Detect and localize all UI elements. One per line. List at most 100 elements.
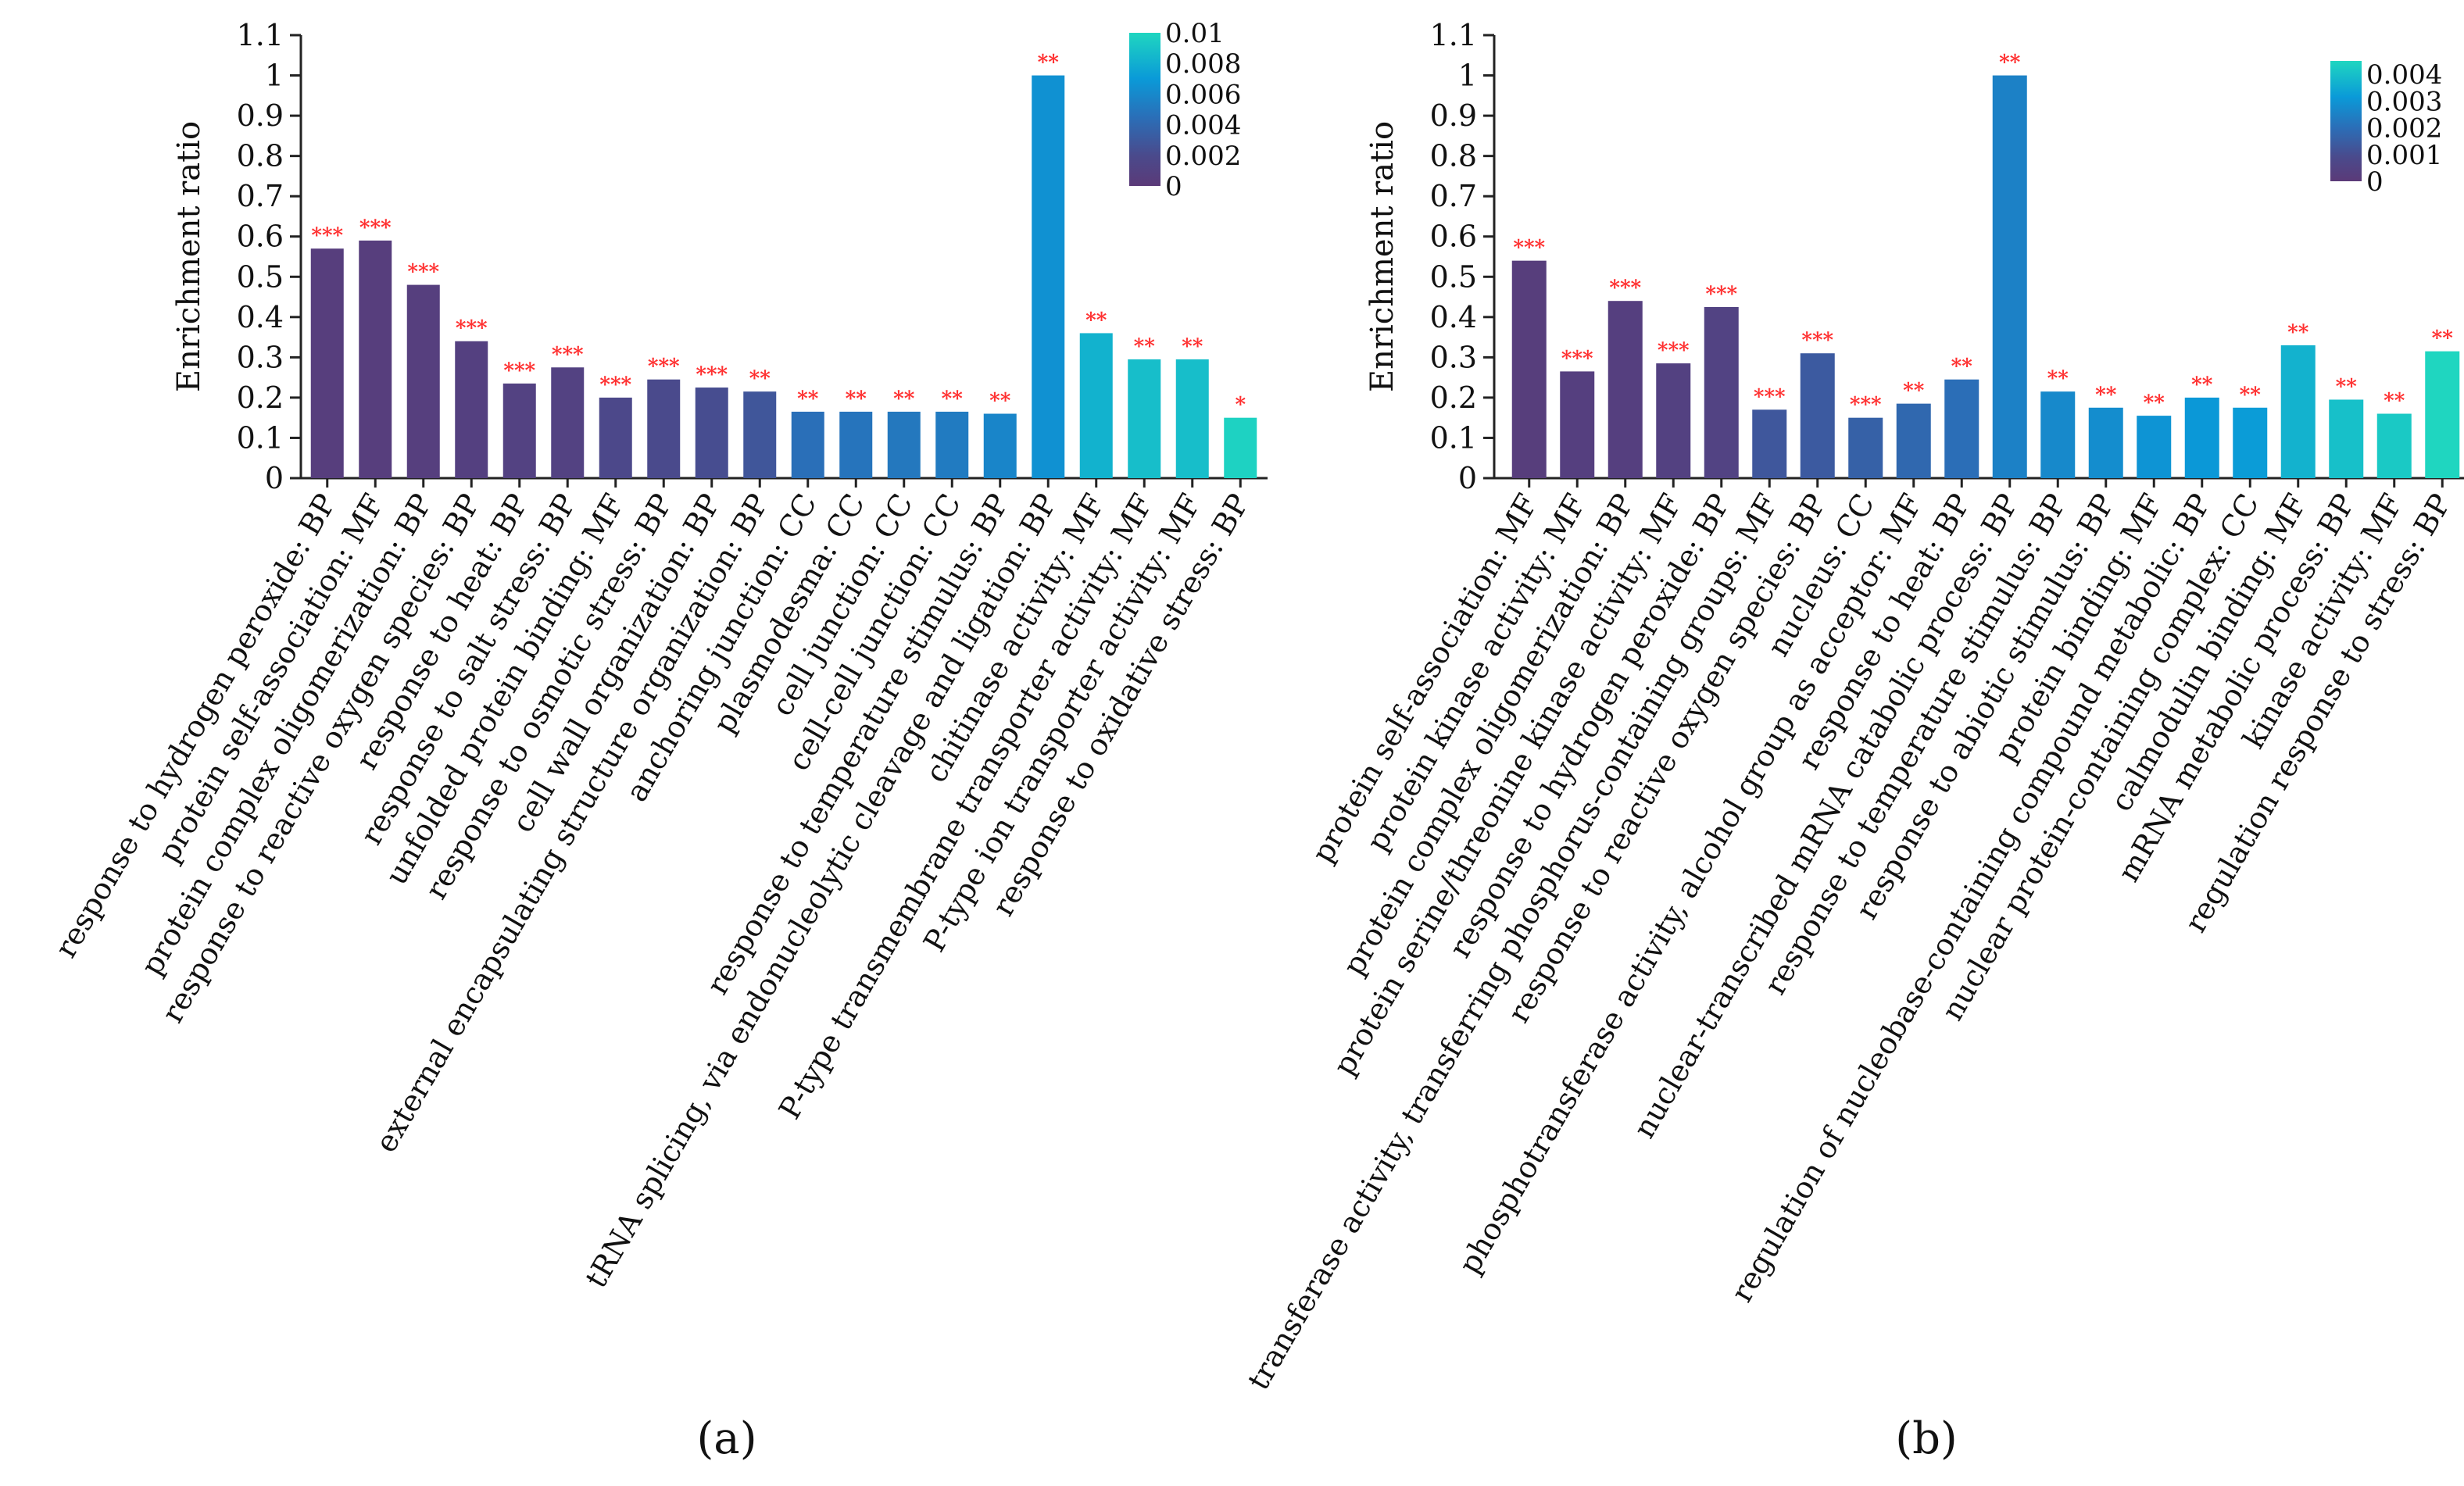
color-scale-label: 0.002 xyxy=(2366,113,2442,145)
color-scale-label: 0.01 xyxy=(1165,18,1225,49)
significance-label: *** xyxy=(503,359,535,383)
significance-label: ** xyxy=(942,388,964,411)
significance-label: *** xyxy=(1705,283,1737,306)
significance-label: ** xyxy=(1951,355,1973,379)
significance-label: ** xyxy=(1038,52,1060,75)
bar xyxy=(1944,379,1979,478)
color-scale-label: 0.004 xyxy=(2366,59,2442,91)
y-tick-label: 0.2 xyxy=(237,380,284,415)
significance-label: ** xyxy=(2191,373,2213,397)
color-scale-label: 0.004 xyxy=(1165,110,1241,141)
color-scale-label: 0.002 xyxy=(1165,141,1241,172)
bar xyxy=(1608,301,1643,478)
y-tick-label: 0.4 xyxy=(1430,300,1477,334)
color-scale-label: 0.006 xyxy=(1165,79,1241,110)
bar xyxy=(2088,407,2123,478)
significance-label: *** xyxy=(1609,277,1641,300)
bar xyxy=(455,341,488,478)
significance-label: *** xyxy=(359,216,392,240)
bar xyxy=(1992,75,2027,478)
y-axis-label: Enrichment ratio xyxy=(1364,121,1400,392)
significance-label: ** xyxy=(2336,375,2358,398)
significance-label: ** xyxy=(1085,309,1107,332)
bar xyxy=(2233,407,2268,478)
significance-label: ** xyxy=(2095,384,2117,407)
y-tick-label: 0.1 xyxy=(1430,420,1477,455)
color-scale-label: 0.001 xyxy=(2366,140,2442,171)
bar xyxy=(1224,417,1257,478)
significance-label: *** xyxy=(1561,347,1593,370)
significance-label: ** xyxy=(1999,52,2021,75)
significance-label: ** xyxy=(2287,321,2309,345)
significance-label: *** xyxy=(311,224,343,248)
bar xyxy=(359,240,392,478)
significance-label: ** xyxy=(1903,380,1925,403)
y-tick-label: 0.7 xyxy=(1430,179,1477,213)
bar xyxy=(1175,359,1209,478)
bar xyxy=(2329,399,2364,478)
bar xyxy=(2137,416,2172,478)
color-scale-label: 0 xyxy=(1165,171,1182,202)
bar xyxy=(2376,413,2412,478)
bar xyxy=(406,284,440,478)
significance-label: *** xyxy=(1658,339,1690,363)
bar xyxy=(2040,391,2076,478)
bar xyxy=(1848,417,1883,478)
y-tick-label: 0.9 xyxy=(237,98,284,133)
significance-label: *** xyxy=(407,261,439,284)
bar xyxy=(1128,359,1161,478)
y-tick-label: 0.6 xyxy=(1430,220,1477,254)
color-scale-label: 0.008 xyxy=(1165,48,1241,80)
bar xyxy=(695,388,728,478)
significance-label: *** xyxy=(599,373,631,397)
y-tick-label: 0.5 xyxy=(1430,259,1477,294)
significance-label: *** xyxy=(696,363,728,387)
significance-label: ** xyxy=(1182,335,1203,359)
bar xyxy=(1896,403,1931,478)
y-tick-label: 0.6 xyxy=(237,220,284,254)
significance-label: *** xyxy=(1801,329,1833,352)
bar xyxy=(551,367,585,478)
significance-label: * xyxy=(1235,394,1246,417)
significance-label: *** xyxy=(456,317,488,341)
bar xyxy=(743,391,777,478)
significance-label: ** xyxy=(1134,335,1156,359)
bar xyxy=(647,379,681,478)
significance-label: *** xyxy=(1513,237,1545,260)
bar xyxy=(502,383,536,478)
bar xyxy=(983,413,1017,478)
bar xyxy=(1079,333,1113,478)
y-tick-label: 1 xyxy=(1458,59,1477,93)
bar xyxy=(935,411,969,478)
significance-label: *** xyxy=(1754,385,1786,409)
bar xyxy=(2280,345,2316,478)
bar xyxy=(310,248,344,478)
color-scale-label: 0 xyxy=(2366,166,2384,198)
y-tick-label: 0.4 xyxy=(237,300,284,334)
significance-label: ** xyxy=(989,390,1011,413)
bar xyxy=(2425,351,2460,478)
y-tick-label: 0 xyxy=(265,461,284,495)
significance-label: ** xyxy=(797,388,819,411)
significance-label: ** xyxy=(2432,327,2454,351)
color-scale-bar xyxy=(1129,33,1160,186)
bar xyxy=(887,411,921,478)
bar xyxy=(1560,371,1595,478)
significance-label: *** xyxy=(648,355,680,379)
bar xyxy=(1800,353,1835,478)
y-tick-label: 0.3 xyxy=(237,340,284,374)
chart-panel-a: 0 0.1 0.2 0.3 0.4 0.5 0.6 0.7 0.8 0.9 1 1.1 Enrichme… xyxy=(48,18,1268,1464)
color-scale-label: 0.003 xyxy=(2366,86,2442,117)
significance-label: *** xyxy=(1850,394,1882,417)
significance-label: ** xyxy=(2240,384,2262,407)
y-tick-label: 0.1 xyxy=(237,420,284,455)
y-tick-label: 0.3 xyxy=(1430,340,1477,374)
bar xyxy=(1704,306,1739,478)
panel-label: (b) xyxy=(1895,1413,1958,1464)
panel-label: (a) xyxy=(696,1413,756,1464)
bar xyxy=(791,411,824,478)
y-tick-label: 1 xyxy=(265,59,284,93)
significance-label: ** xyxy=(2144,391,2165,415)
y-axis-label: Enrichment ratio xyxy=(171,121,207,392)
bar xyxy=(599,397,632,478)
